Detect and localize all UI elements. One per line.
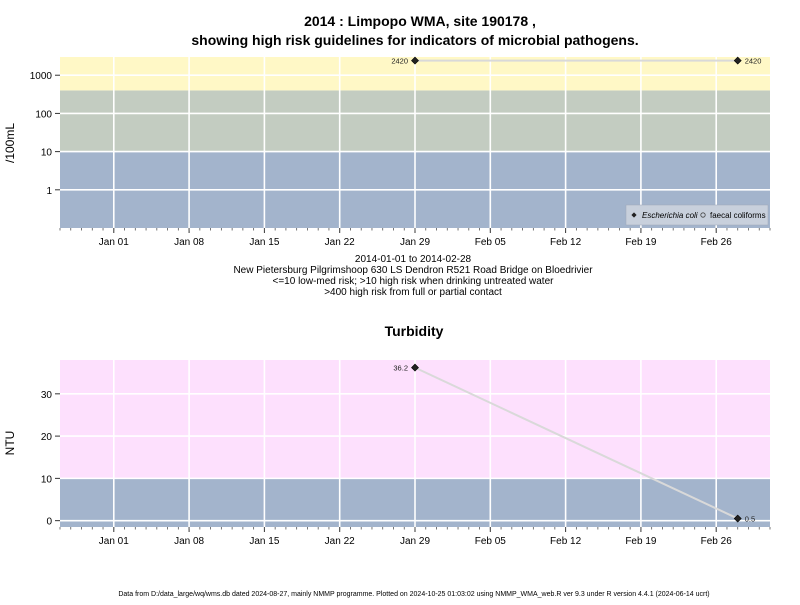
chart2-x-axis: Jan 01 Jan 08 Jan 15 Jan 22 Jan 29 Feb 05 Feb … — [59, 527, 771, 547]
chart2-title: Turbidity — [385, 323, 444, 339]
chart2-y-axis: 0 10 20 30 — [41, 390, 60, 528]
chart2-xtick-label-7: Feb 19 — [625, 536, 657, 547]
chart1-y-axis: 1 10 100 1000 — [30, 71, 60, 197]
legend-marker-escherichia-coli — [631, 212, 637, 218]
chart1-title: 2014 : Limpopo WMA, site 190178 , — [304, 13, 536, 29]
legend-label-escherichia-coli: Escherichia coli — [642, 211, 698, 220]
chart1-xtick-label-2: Jan 15 — [249, 237, 279, 248]
chart1-xtick-label-7: Feb 19 — [625, 237, 657, 248]
chart2-ytick-label-2: 20 — [41, 432, 53, 443]
chart1-ytick-label-3: 1000 — [30, 71, 53, 82]
chart2-data-point-0 — [411, 363, 419, 372]
chart1-note-low-risk: <=10 low-med risk; >10 high risk when dr… — [273, 276, 555, 287]
chart2-xtick-label-5: Feb 05 — [475, 536, 507, 547]
chart2-ytick-label-3: 30 — [41, 390, 53, 401]
chart2-xtick-label-0: Jan 01 — [99, 536, 129, 547]
legend-marker-faecal-coliforms — [700, 212, 706, 218]
chart1-data-point-1 — [733, 56, 742, 65]
chart1-xtick-label-3: Jan 22 — [325, 237, 355, 248]
chart1-ytick-label-2: 100 — [35, 109, 52, 120]
chart1-note-high-risk: >400 high risk from full or partial cont… — [324, 287, 502, 298]
footer-note: Data from D:/data_large/wq/wms.db dated … — [118, 591, 709, 598]
chart1-xtick-label-4: Jan 29 — [400, 237, 430, 248]
chart1-ylabel: /100mL — [3, 123, 17, 163]
chart1-ytick-label-1: 10 — [41, 148, 53, 159]
legend-box — [625, 204, 769, 226]
chart2-xtick-label-6: Feb 12 — [550, 536, 582, 547]
chart1-data-point-0 — [411, 56, 419, 65]
chart1-note-site: New Pietersburg Pilgrimshoop 630 LS Dend… — [233, 265, 593, 276]
chart2-data-point-1 — [733, 514, 742, 523]
chart1-data-label-0: 2420 — [391, 57, 408, 66]
chart1-xtick-label-1: Jan 08 — [174, 237, 204, 248]
chart2-xtick-label-1: Jan 08 — [174, 536, 204, 547]
chart2-ytick-label-1: 10 — [41, 474, 53, 485]
chart1-series: 2420 2420 — [391, 57, 761, 66]
chart1-ytick-label-0: 1 — [46, 186, 52, 197]
chart2-data-label-1: 0.5 — [745, 515, 755, 524]
chart1-xtick-label-8: Feb 26 — [701, 237, 733, 248]
chart1-xtick-label-6: Feb 12 — [550, 237, 582, 248]
chart2-ylabel: NTU — [3, 431, 17, 456]
chart2-series-line-0 — [414, 366, 739, 520]
chart1-data-label-1: 2420 — [745, 57, 762, 66]
chart2-xtick-label-3: Jan 22 — [325, 536, 355, 547]
chart2-xtick-label-2: Jan 15 — [249, 536, 279, 547]
chart2-data-label-0: 36.2 — [393, 364, 408, 373]
chart2-xtick-label-8: Feb 26 — [701, 536, 733, 547]
legend-label-faecal-coliforms: faecal coliforms — [710, 211, 766, 220]
chart1-subtitle: showing high risk guidelines for indicat… — [191, 32, 638, 48]
chart1-x-axis: Jan 01 Jan 08 Jan 15 Jan 22 Jan 29 Feb 05 Feb … — [59, 228, 771, 248]
chart2-xtick-label-4: Jan 29 — [400, 536, 430, 547]
chart1-xtick-label-5: Feb 05 — [475, 237, 507, 248]
chart1-legend: Escherichia coli faecal coliforms — [625, 204, 769, 226]
chart1-note-date-range: 2014-01-01 to 2014-02-28 — [355, 254, 472, 265]
chart2-ytick-label-0: 0 — [46, 517, 52, 528]
chart1-xtick-label-0: Jan 01 — [99, 237, 129, 248]
chart1-gridlines — [60, 57, 770, 228]
chart2-series: 36.2 0.5 — [393, 364, 755, 524]
